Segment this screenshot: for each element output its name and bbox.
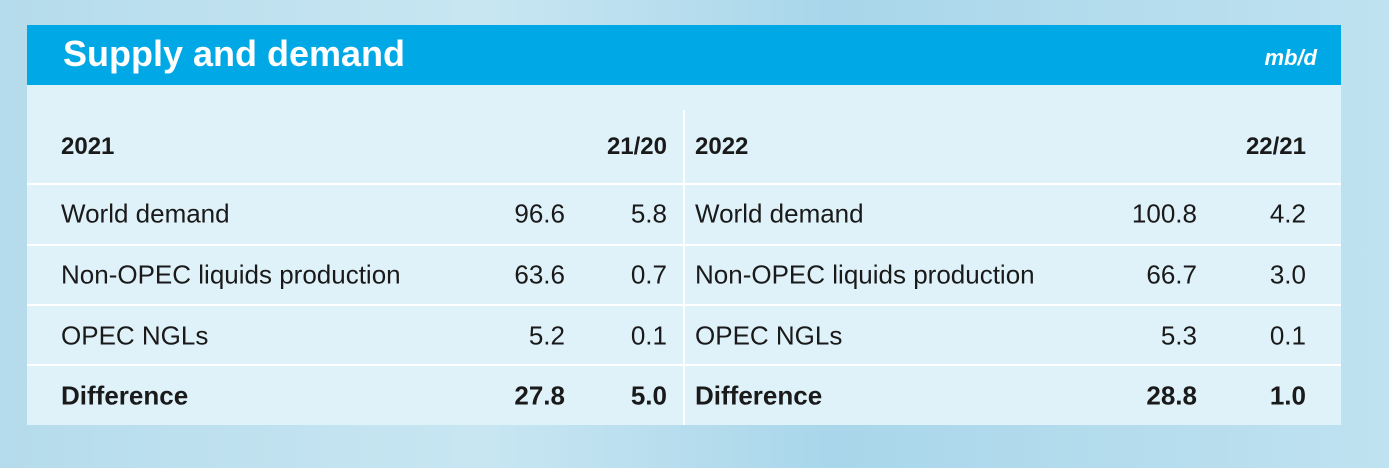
row-label: OPEC NGLs [61, 320, 209, 351]
row-label: Difference [61, 380, 189, 411]
row-label: Non-OPEC liquids production [61, 259, 401, 290]
panel: Supply and demand mb/d 2021 21/20 World de… [27, 25, 1341, 425]
change: 1.0 [1269, 380, 1306, 411]
column-header: 2021 [61, 133, 115, 160]
change: 5.0 [630, 380, 667, 411]
value: 5.2 [528, 320, 565, 351]
change: 5.8 [630, 198, 667, 229]
row-separator [27, 364, 1341, 366]
row-label: World demand [61, 198, 230, 229]
change: 0.7 [630, 259, 667, 290]
value: 28.8 [1146, 380, 1197, 411]
row-separator [27, 244, 1341, 246]
row-label: Non-OPEC liquids production [695, 259, 1035, 290]
change: 4.2 [1269, 198, 1306, 229]
value: 63.6 [514, 259, 565, 290]
column-header: 2022 [695, 133, 749, 160]
column-header: 21/20 [606, 133, 667, 160]
row-label: Difference [695, 380, 823, 411]
value: 100.8 [1131, 198, 1197, 229]
column-header: 22/21 [1245, 133, 1306, 160]
title: Supply and demand [63, 33, 406, 74]
row-label: OPEC NGLs [695, 320, 843, 351]
change: 0.1 [1269, 320, 1306, 351]
row-label: World demand [695, 198, 864, 229]
row-separator [27, 304, 1341, 306]
change: 3.0 [1269, 259, 1306, 290]
value: 96.6 [514, 198, 565, 229]
row-separator [27, 183, 1341, 185]
change: 0.1 [630, 320, 667, 351]
divider [683, 110, 685, 425]
unit: mb/d [1264, 45, 1317, 70]
value: 66.7 [1146, 259, 1197, 290]
value: 27.8 [514, 380, 565, 411]
header-bar: Supply and demand mb/d [27, 25, 1341, 85]
value: 5.3 [1160, 320, 1197, 351]
